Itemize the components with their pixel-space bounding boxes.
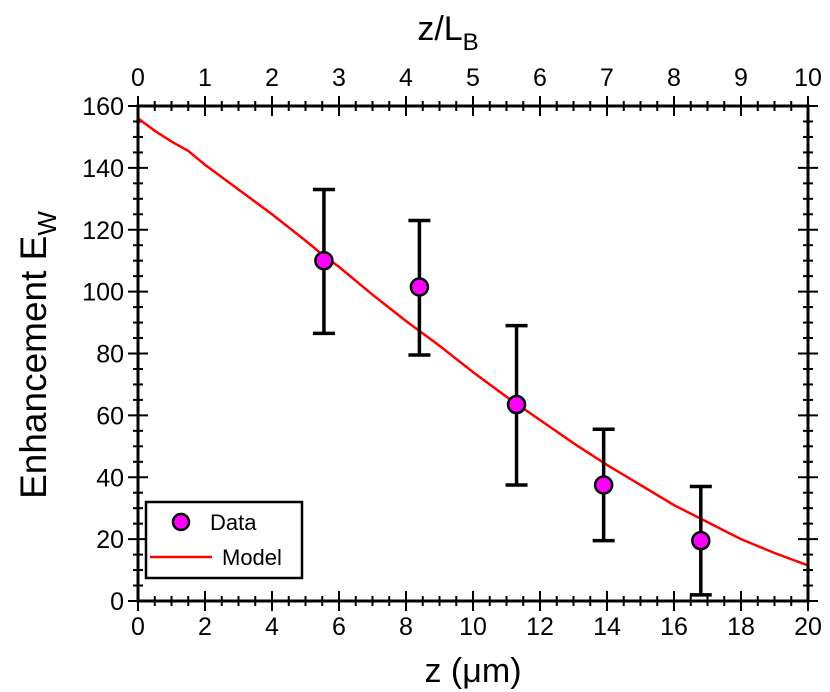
x-tick-label: 16	[660, 613, 688, 641]
x-axis-title-unit: μm	[462, 652, 510, 690]
data-point	[409, 277, 430, 297]
y-tick-label: 160	[82, 93, 124, 121]
x2-tick-label: 9	[734, 64, 748, 92]
x-tick-label: 6	[332, 613, 346, 641]
y-tick-label: 20	[96, 526, 124, 554]
y-tick-label: 40	[96, 464, 124, 492]
x2-tick-label: 2	[265, 64, 279, 92]
y-tick-label: 140	[82, 155, 124, 183]
x2-axis-title: z/LB	[417, 10, 478, 56]
data-point	[506, 394, 527, 415]
x-tick-label: 10	[459, 613, 487, 641]
errorbar-layer	[312, 187, 712, 597]
x-axis-title-close: )	[510, 652, 521, 690]
x2-axis-title-main: z/L	[417, 10, 462, 48]
legend-label-model: Model	[222, 545, 282, 570]
points-layer	[314, 250, 711, 551]
y-axis-title: Enhancement EW	[13, 211, 62, 499]
x-tick-label: 8	[399, 613, 413, 641]
y-axis-title-main: Enhancement E	[13, 236, 54, 499]
x2-tick-label: 8	[667, 64, 681, 92]
x-tick-label: 2	[198, 613, 212, 641]
x-tick-label: 20	[794, 613, 822, 641]
x2-tick-label: 4	[399, 64, 413, 92]
x2-tick-label: 3	[332, 64, 346, 92]
model-line	[137, 117, 809, 567]
plot-frame	[136, 104, 810, 603]
x2-tick-label: 0	[131, 64, 145, 92]
labels-layer: 0 2 4 6 8 10 12 14 16 18 200 1 2 3 4 5 6 7 8 9 1002040608010…	[82, 64, 822, 641]
x-tick-label: 4	[265, 613, 279, 641]
x2-tick-label: 10	[794, 64, 822, 92]
legend-marker-data	[171, 512, 191, 532]
y-tick-label: 80	[96, 341, 124, 369]
x-axis-title-main: z (	[424, 652, 462, 690]
y-tick-label: 60	[96, 402, 124, 430]
x-tick-label: 14	[593, 613, 621, 641]
y-tick-label: 120	[82, 217, 124, 245]
x2-tick-label: 7	[600, 64, 614, 92]
x-axis-title: z (μm)	[424, 652, 521, 690]
legend: Data Model	[144, 500, 304, 580]
x2-tick-label: 1	[198, 64, 212, 92]
x2-axis-title-sub: B	[463, 29, 479, 56]
data-point	[691, 530, 711, 551]
x2-tick-label: 6	[533, 64, 547, 92]
y-tick-label: 0	[110, 588, 124, 616]
x-tick-label: 0	[131, 613, 145, 641]
legend-label-data: Data	[210, 510, 257, 535]
legend-box	[144, 500, 304, 580]
y-axis-title-sub: W	[32, 211, 62, 236]
x-tick-label: 18	[727, 613, 755, 641]
data-point	[593, 475, 614, 495]
model-layer	[137, 117, 809, 567]
data-point	[314, 250, 334, 271]
y-tick-label: 100	[82, 279, 124, 307]
x2-tick-label: 5	[466, 64, 480, 92]
x-tick-label: 12	[526, 613, 554, 641]
